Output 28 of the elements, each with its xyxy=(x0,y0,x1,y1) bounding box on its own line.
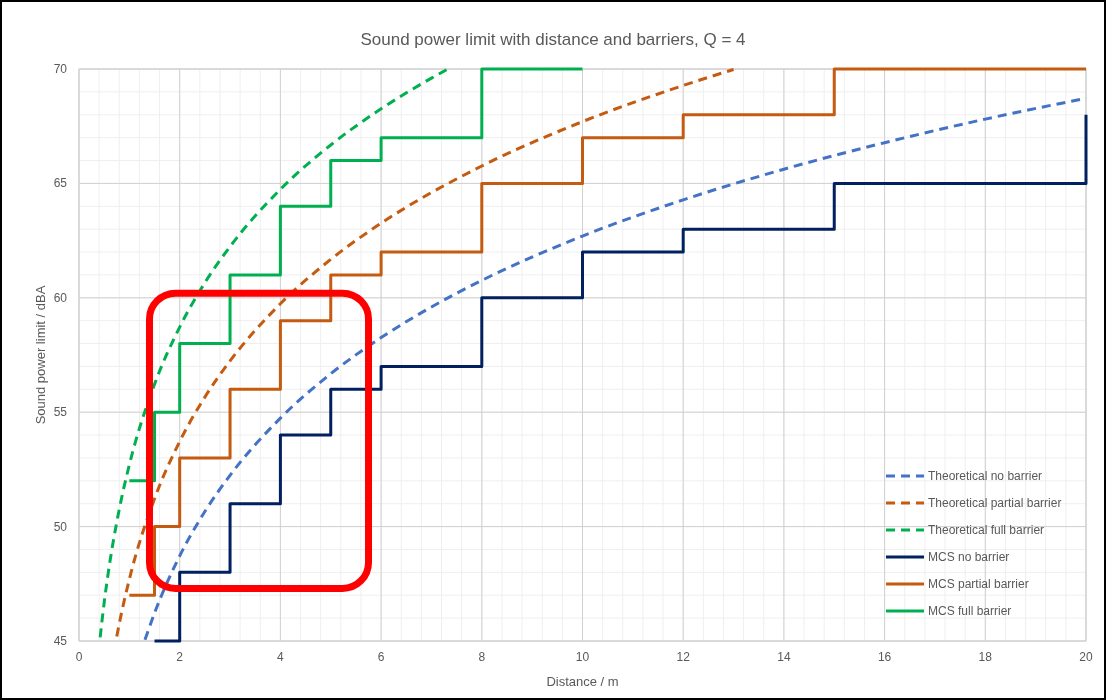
x-tick-label: 12 xyxy=(676,650,691,664)
y-tick-label: 70 xyxy=(53,62,68,76)
x-tick-label: 0 xyxy=(75,650,83,664)
legend-label: Theoretical no barrier xyxy=(928,469,1043,483)
x-tick-label: 6 xyxy=(377,650,385,664)
x-tick-label: 18 xyxy=(978,650,993,664)
y-tick-label: 45 xyxy=(53,634,68,648)
line-series xyxy=(115,67,736,638)
legend-label: MCS no barrier xyxy=(928,550,1010,564)
y-tick-label: 65 xyxy=(53,176,68,191)
y-axis-title: Sound power limit / dBA xyxy=(33,285,48,425)
x-tick-label: 16 xyxy=(877,650,892,664)
legend-label: MCS partial barrier xyxy=(928,577,1029,591)
x-tick-label: 2 xyxy=(176,650,184,664)
x-tick-label: 4 xyxy=(277,650,285,664)
line-series xyxy=(98,68,449,639)
legend-label: MCS full barrier xyxy=(928,604,1012,618)
y-tick-label: 50 xyxy=(53,519,68,534)
x-tick-label: 20 xyxy=(1079,650,1093,664)
chart-title: Sound power limit with distance and barriers, Q = 4 xyxy=(360,30,746,49)
x-tick-label: 10 xyxy=(575,650,590,664)
y-tick-label: 60 xyxy=(53,290,68,305)
x-tick-label: 14 xyxy=(777,650,791,664)
legend-label: Theoretical full barrier xyxy=(928,523,1045,537)
legend-label: Theoretical partial barrier xyxy=(928,496,1062,510)
x-axis-title: Distance / m xyxy=(546,674,619,689)
y-tick-label: 55 xyxy=(53,405,68,420)
x-tick-label: 8 xyxy=(478,650,486,664)
